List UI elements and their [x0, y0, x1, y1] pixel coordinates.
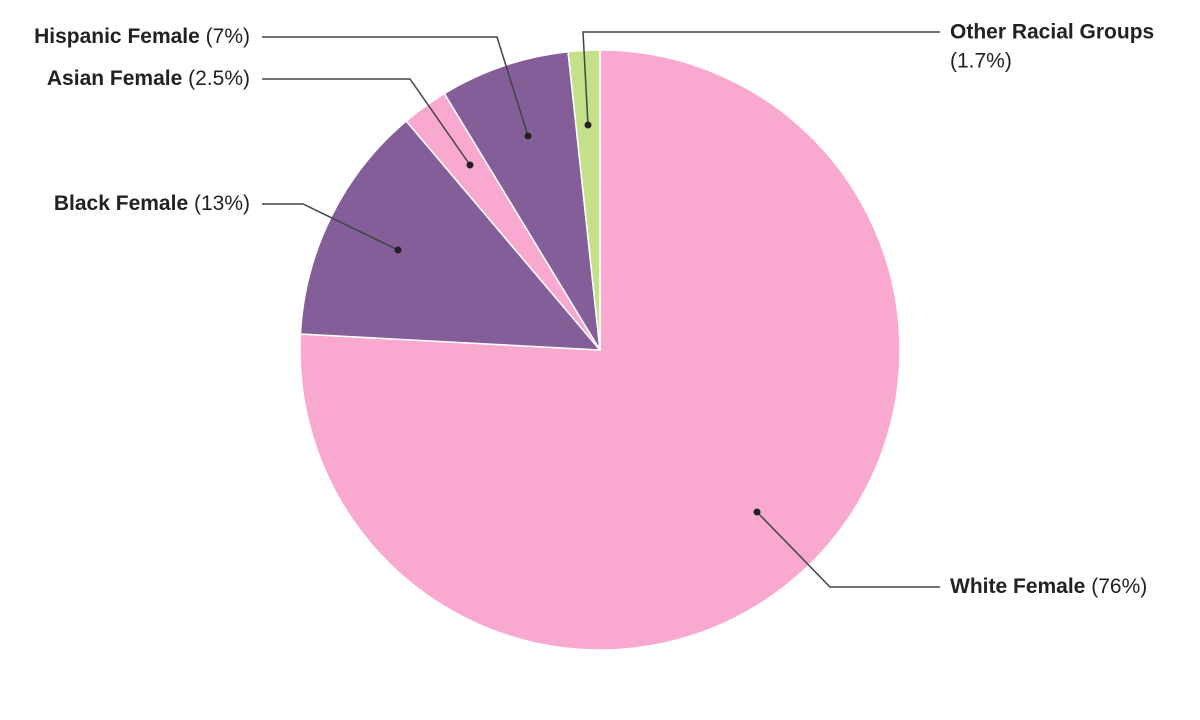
- slice-label-group: White Female (76%): [950, 575, 1147, 598]
- pie-slice: [299, 119, 602, 351]
- pie-slice: [443, 50, 601, 351]
- slice-label-group: Hispanic Female (7%): [34, 25, 250, 48]
- leader-line: [582, 31, 940, 126]
- slice-label-group: Black Female (13%): [54, 192, 250, 215]
- leader-line: [262, 203, 399, 251]
- slice-label: Black Female: [54, 192, 188, 215]
- slice-label: White Female: [950, 575, 1085, 598]
- leader-dot: [753, 508, 761, 516]
- slice-value-label: (2.5%): [188, 67, 250, 90]
- leader-line: [262, 78, 471, 166]
- leader-dot: [466, 161, 474, 169]
- slice-value-label: (76%): [1091, 575, 1147, 598]
- leader-line: [756, 511, 940, 588]
- slice-label: Other Racial Groups: [950, 21, 1154, 44]
- slice-value-label: (13%): [194, 192, 250, 215]
- slice-value-label: (7%): [206, 25, 250, 48]
- leader-dot: [394, 246, 402, 254]
- leader-dot: [584, 121, 592, 129]
- slice-label: Hispanic Female: [34, 25, 200, 48]
- slice-label: Asian Female: [47, 67, 182, 90]
- leader-dot: [524, 132, 532, 140]
- leader-line: [262, 36, 529, 137]
- slice-value-label: (1.7%): [950, 50, 1012, 73]
- slice-label-group: Asian Female (2.5%): [47, 67, 250, 90]
